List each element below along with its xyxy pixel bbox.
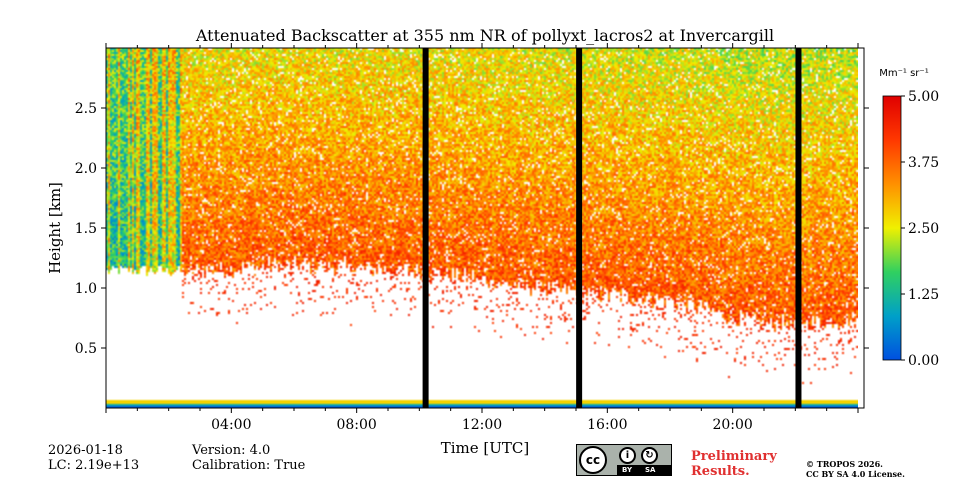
footer-lc: LC: 2.19e+13 [48, 458, 140, 473]
by-attribution-icon: i [619, 447, 636, 464]
cc-logo-icon: cc [579, 446, 607, 474]
data-gap-1 [576, 48, 583, 408]
y-axis: 0.5 1.0 1.5 2.0 2.5 [75, 101, 869, 357]
preliminary-results: Preliminary Results. [691, 449, 777, 479]
colorbar-tick-label: 5.00 [908, 89, 939, 105]
colorbar-tick-label: 0.00 [908, 353, 939, 369]
cc-license-badge: cc i ↻ BY SA [576, 444, 672, 476]
colorbar [882, 95, 902, 361]
data-gap-0 [422, 48, 429, 408]
backscatter-heatmap [106, 48, 858, 408]
sa-label: SA [645, 466, 656, 474]
footer-version: Version: 4.0 [192, 443, 271, 458]
footer-calibration: Calibration: True [192, 458, 306, 473]
footer-date: 2026-01-18 [48, 443, 123, 458]
by-label: BY [622, 466, 633, 474]
y-tick-label: 1.0 [75, 281, 97, 297]
x-axis: 04:00 08:00 12:00 16:00 20:00 [105, 43, 859, 433]
data-gaps [422, 48, 802, 408]
y-tick-label: 1.5 [75, 221, 97, 237]
copyright-line-1: © TROPOS 2026. [806, 459, 883, 469]
y-tick-label: 0.5 [75, 341, 97, 357]
sa-sharealike-icon: ↻ [641, 447, 658, 464]
colorbar-ticks: 5.00 3.75 2.50 1.25 0.00 [901, 89, 939, 369]
x-tick-label: 12:00 [462, 417, 502, 433]
y-tick-label: 2.5 [75, 101, 97, 117]
x-tick-label: 16:00 [587, 417, 627, 433]
x-tick-label: 08:00 [336, 417, 376, 433]
data-gap-2 [795, 48, 802, 408]
x-axis-label: Time [UTC] [441, 439, 530, 457]
y-axis-label: Height [km] [46, 182, 64, 274]
colorbar-tick-label: 2.50 [908, 221, 939, 237]
x-tick-label: 20:00 [712, 417, 752, 433]
x-tick-label: 04:00 [211, 417, 251, 433]
colorbar-tick-label: 3.75 [908, 155, 939, 171]
copyright-line-2: CC BY SA 4.0 License. [806, 469, 905, 479]
chart-title: Attenuated Backscatter at 355 nm NR of p… [195, 26, 774, 45]
y-tick-label: 2.0 [75, 161, 97, 177]
colorbar-unit: Mm⁻¹ sr⁻¹ [879, 68, 928, 79]
colorbar-tick-label: 1.25 [908, 287, 939, 303]
